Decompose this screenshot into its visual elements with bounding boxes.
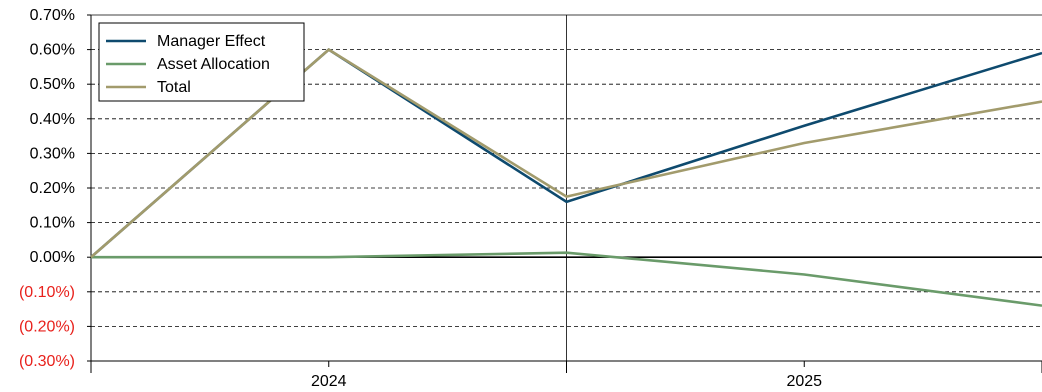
- y-tick-label: (0.20%): [19, 318, 75, 335]
- y-tick-label: 0.60%: [30, 42, 75, 59]
- x-tick-label: 2024: [311, 373, 347, 390]
- legend: Manager Effect Asset Allocation Total: [98, 22, 305, 102]
- y-tick-label: (0.10%): [19, 284, 75, 301]
- x-tick-label: 2025: [786, 373, 822, 390]
- y-tick-label: 0.30%: [30, 145, 75, 162]
- y-tick-label: 0.50%: [30, 76, 75, 93]
- x-axis-labels: 2024 2025: [311, 373, 822, 390]
- series-lines: [90, 47, 1042, 307]
- y-tick-label: 0.10%: [30, 215, 75, 232]
- axes: [87, 14, 1042, 373]
- y-tick-label: 0.70%: [30, 7, 75, 24]
- legend-label: Asset Allocation: [157, 56, 270, 73]
- y-tick-label: 0.20%: [30, 180, 75, 197]
- legend-label: Total: [157, 79, 191, 96]
- legend-label: Manager Effect: [157, 33, 266, 50]
- y-tick-label: 0.00%: [30, 249, 75, 266]
- series-line-total: [90, 47, 1042, 259]
- series-line-asset-allocation: [91, 251, 1042, 307]
- y-tick-label: (0.30%): [19, 353, 75, 370]
- y-tick-label: 0.40%: [30, 111, 75, 128]
- y-axis-labels: 0.70% 0.60% 0.50% 0.40% 0.30% 0.20% 0.10% 0.00%…: [19, 7, 75, 370]
